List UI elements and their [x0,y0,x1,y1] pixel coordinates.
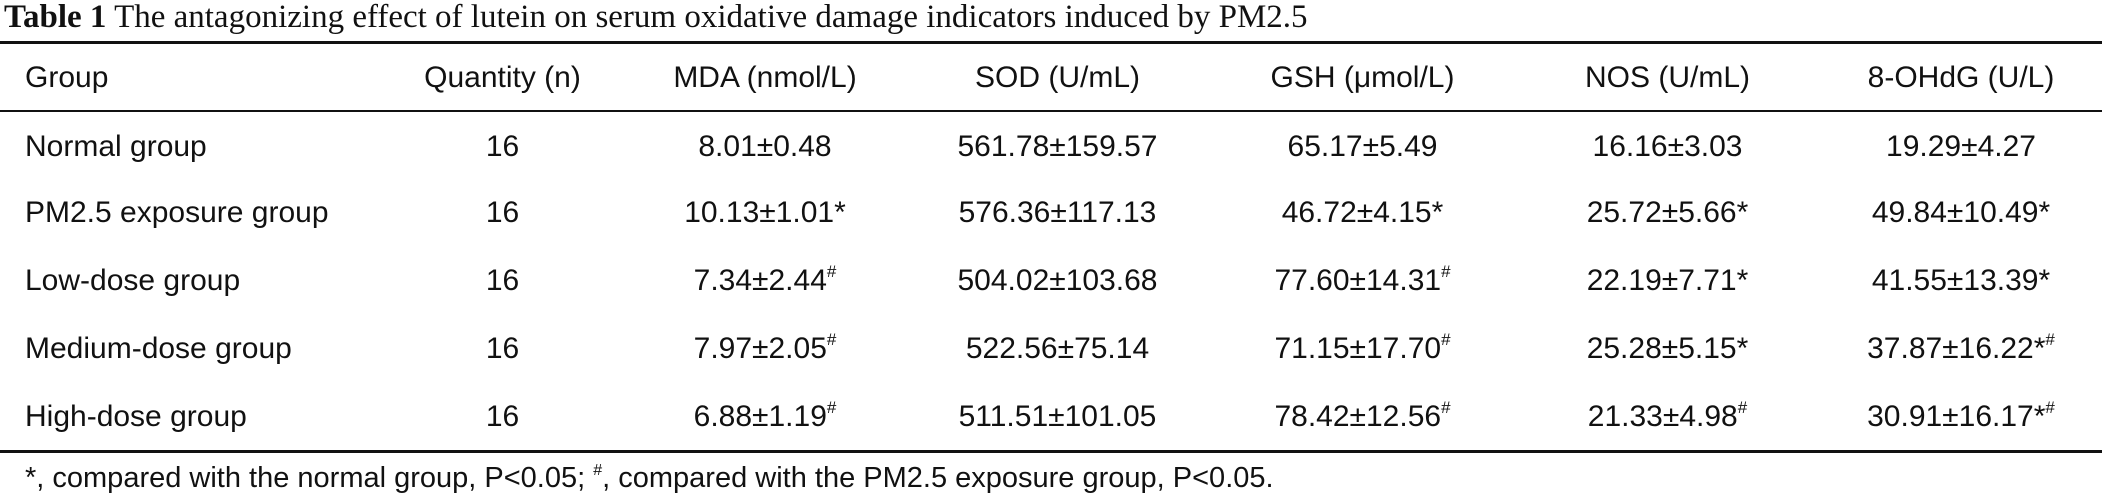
significance-mark: # [1737,398,1748,417]
cell-value: 46.72±4.15* [1281,196,1444,229]
cell-value: 7.34±2.44 [693,264,827,297]
header-mda: MDA (nmol/L) [673,60,857,94]
cell-value: 77.60±14.31 [1274,264,1442,297]
cell-value: 25.72±5.66* [1586,196,1749,229]
cell-group: Low-dose group [25,264,241,297]
significance-mark: # [1441,262,1451,281]
cell-quantity: 16 [485,130,520,163]
significance-mark: # [1441,330,1451,349]
table-header-rule [0,110,2102,112]
significance-mark: # [826,398,837,417]
cell-value: 6.88±1.19 [693,400,827,433]
cell-quantity: 16 [485,400,520,433]
cell-value: 30.91±16.17* [1867,400,2046,433]
cell-value: 65.17±5.49 [1287,130,1438,163]
cell-nos: 16.16±3.03 [1515,111,1820,179]
cell-value: 10.13±1.01* [684,196,846,229]
cell-value: 7.97±2.05 [693,332,827,365]
cell-value: 561.78±159.57 [957,130,1158,163]
cell-mda: 6.88±1.19# [625,383,905,451]
cell-value: 16.16±3.03 [1592,130,1743,163]
cell-mda: 7.97±2.05# [625,315,905,383]
cell-value: 25.28±5.15* [1586,332,1749,365]
cell-value: 8.01±0.48 [698,130,832,163]
cell-sod: 504.02±103.68 [905,247,1210,315]
cell-8ohdg: 19.29±4.27 [1820,111,2102,179]
header-gsh: GSH (μmol/L) [1270,60,1455,94]
cell-nos: 22.19±7.71* [1515,247,1820,315]
header-quantity: Quantity (n) [424,60,581,94]
cell-mda: 7.34±2.44# [625,247,905,315]
table-footnote: *, compared with the normal group, P<0.0… [25,462,1274,495]
table-body: Normal group 16 8.01±0.48 561.78±159.57 65.1… [0,111,2102,451]
header-group: Group [25,60,109,94]
cell-group: High-dose group [25,400,247,433]
table-row: High-dose group 16 6.88±1.19# 511.51±101.05… [0,383,2102,451]
cell-value: 71.15±17.70 [1274,332,1442,365]
table-row: Medium-dose group 16 7.97±2.05# 522.56±75.1… [0,315,2102,383]
header-8ohdg: 8-OHdG (U/L) [1867,60,2055,94]
cell-nos: 25.72±5.66* [1515,179,1820,247]
cell-sod: 561.78±159.57 [905,111,1210,179]
cell-gsh: 77.60±14.31# [1210,247,1515,315]
cell-8ohdg: 37.87±16.22*# [1820,315,2102,383]
cell-value: 37.87±16.22* [1867,332,2046,365]
results-table: Group Quantity (n) MDA (nmol/L) SOD (U/m… [0,44,2102,451]
header-nos: NOS (U/mL) [1585,60,1750,94]
cell-mda: 8.01±0.48 [625,111,905,179]
cell-quantity: 16 [485,264,520,297]
cell-value: 522.56±75.14 [965,332,1150,365]
cell-quantity: 16 [485,332,520,365]
cell-value: 22.19±7.71* [1586,264,1749,297]
significance-mark: # [826,262,837,281]
cell-8ohdg: 49.84±10.49* [1820,179,2102,247]
table-caption-label: Table 1 [4,0,107,35]
significance-mark: # [826,330,837,349]
table-row: Low-dose group 16 7.34±2.44# 504.02±103.68 7… [0,247,2102,315]
footnote-mark: # [593,462,603,479]
table-caption: Table 1 The antagonizing effect of lutei… [4,0,1308,38]
table-top-rule [0,41,2102,44]
cell-value: 511.51±101.05 [958,400,1157,433]
cell-value: 41.55±13.39* [1871,264,2051,297]
cell-8ohdg: 30.91±16.17*# [1820,383,2102,451]
table-row: PM2.5 exposure group 16 10.13±1.01* 576.36±… [0,179,2102,247]
cell-gsh: 46.72±4.15* [1210,179,1515,247]
cell-value: 49.84±10.49* [1871,196,2051,229]
cell-quantity: 16 [485,196,520,229]
header-sod: SOD (U/mL) [975,60,1140,94]
footnote-part1: *, compared with the normal group, P<0.0… [25,462,594,494]
significance-mark: # [1441,398,1451,417]
cell-mda: 10.13±1.01* [625,179,905,247]
cell-sod: 576.36±117.13 [905,179,1210,247]
footnote-part2: , compared with the PM2.5 exposure group… [602,462,1274,494]
cell-gsh: 65.17±5.49 [1210,111,1515,179]
cell-nos: 25.28±5.15* [1515,315,1820,383]
table-row: Normal group 16 8.01±0.48 561.78±159.57 65.1… [0,111,2102,179]
significance-mark: # [2045,398,2055,417]
cell-group: PM2.5 exposure group [25,196,329,229]
significance-mark: # [2045,330,2055,349]
cell-gsh: 71.15±17.70# [1210,315,1515,383]
cell-value: 19.29±4.27 [1886,130,2036,163]
cell-value: 78.42±12.56 [1274,400,1442,433]
cell-group: Normal group [25,130,207,163]
cell-8ohdg: 41.55±13.39* [1820,247,2102,315]
cell-gsh: 78.42±12.56# [1210,383,1515,451]
table-bottom-rule [0,450,2102,453]
cell-sod: 522.56±75.14 [905,315,1210,383]
cell-value: 576.36±117.13 [958,196,1157,229]
cell-sod: 511.51±101.05 [905,383,1210,451]
cell-group: Medium-dose group [25,332,292,365]
cell-value: 504.02±103.68 [957,264,1158,297]
cell-value: 21.33±4.98 [1587,400,1738,433]
table-header-row: Group Quantity (n) MDA (nmol/L) SOD (U/m… [0,44,2102,111]
table-caption-text: The antagonizing effect of lutein on ser… [114,0,1308,35]
cell-nos: 21.33±4.98# [1515,383,1820,451]
